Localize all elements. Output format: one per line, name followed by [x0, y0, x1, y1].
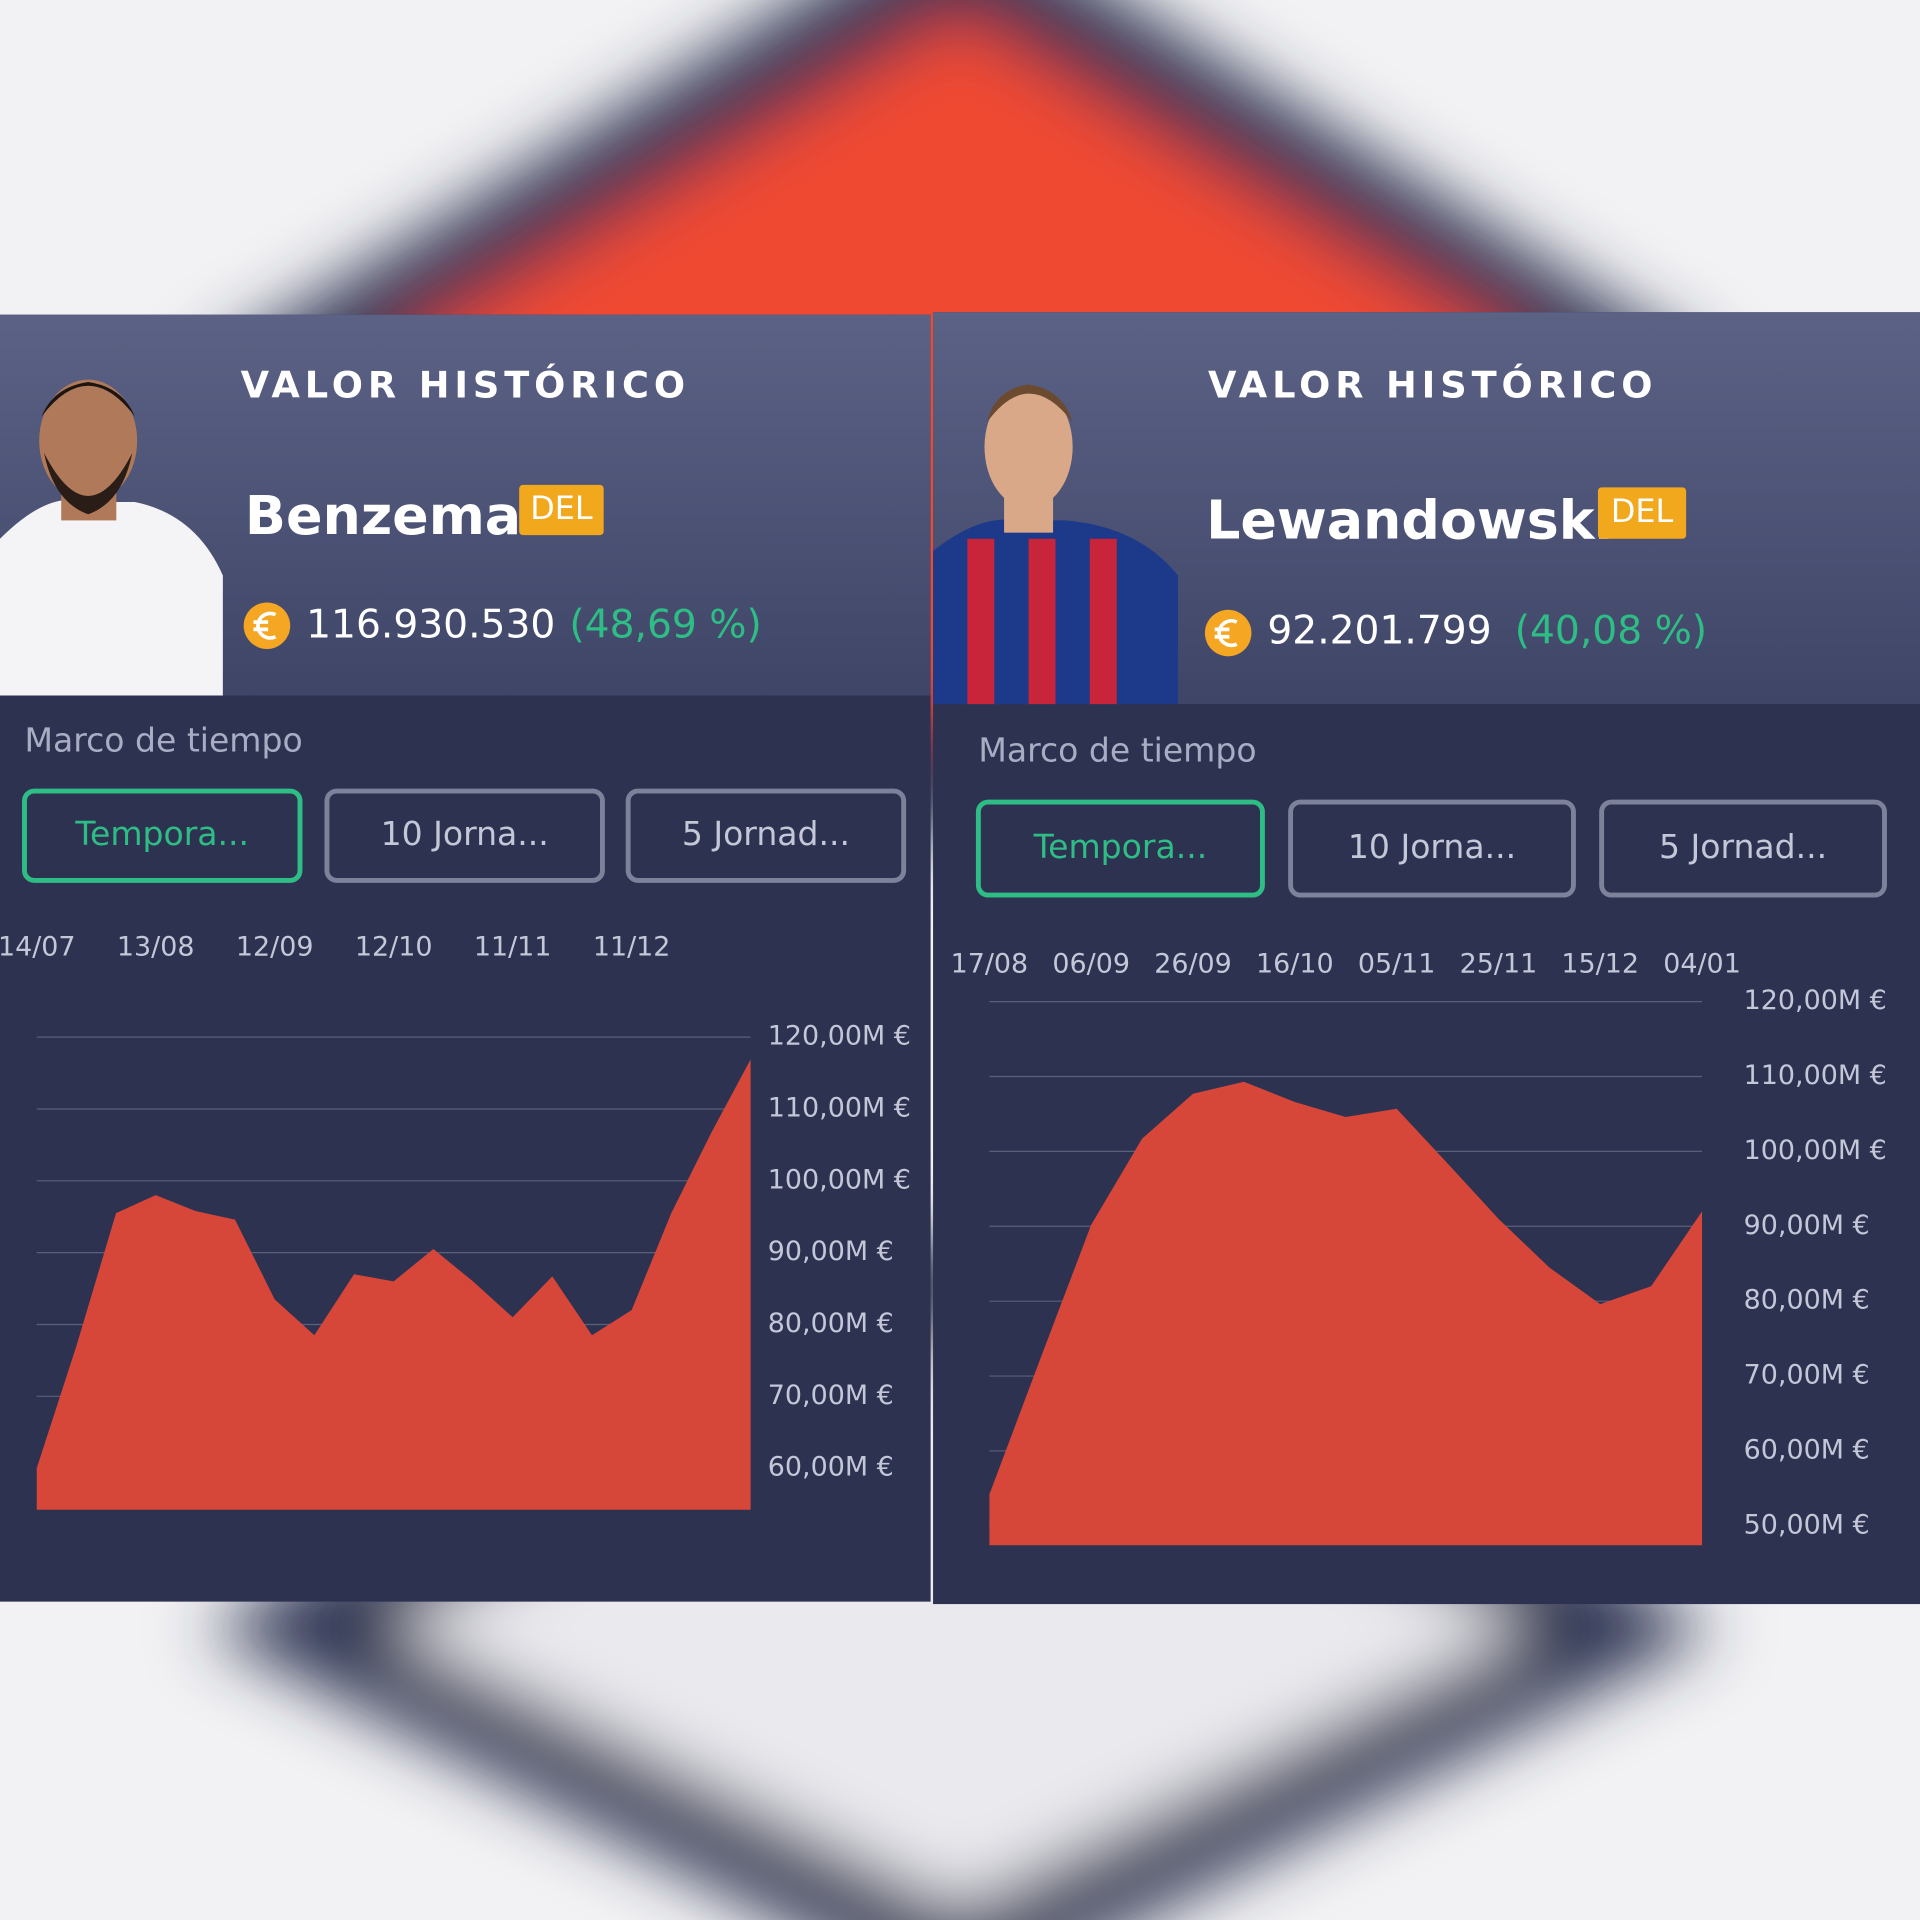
position-badge	[519, 484, 604, 536]
button-label[interactable]: Tempora...	[1033, 827, 1208, 866]
coin-euro	[253, 611, 277, 640]
y-tick-label: 100,00M €	[1744, 1135, 1887, 1166]
timeframe-button[interactable]: 5 Jornad...	[1599, 799, 1887, 898]
coin-icon	[243, 602, 291, 649]
button-label[interactable]: Tempora...	[74, 814, 249, 853]
button-label[interactable]: 5 Jornad...	[682, 814, 850, 853]
button-frame	[22, 788, 303, 883]
value-area	[36, 1059, 751, 1510]
y-tick-label: 90,00M €	[1744, 1210, 1870, 1241]
button-label[interactable]: 10 Jorna...	[1348, 827, 1516, 866]
position: DEL	[530, 489, 593, 527]
x-tick-label: 15/12	[1561, 948, 1639, 979]
x-tick-label: 16/10	[1256, 948, 1334, 979]
y-tick-label: 60,00M €	[768, 1452, 894, 1483]
button-label[interactable]: 10 Jorna...	[381, 814, 549, 853]
coin-euro	[1214, 618, 1238, 648]
y-tick-label: 80,00M €	[1744, 1285, 1870, 1316]
timeframe-button[interactable]: Tempora...	[22, 788, 303, 883]
value-area	[989, 1081, 1703, 1546]
market-value: 92.201.799	[1267, 609, 1491, 654]
timeframe-button[interactable]: Tempora...	[975, 799, 1265, 898]
x-tick-label: 04/01	[1663, 948, 1741, 979]
timeframe-label: Marco de tiempo	[24, 721, 302, 760]
player-photo	[933, 384, 1178, 705]
section-title: VALOR HISTÓRICO	[241, 362, 690, 406]
market-value: 116.930.530	[306, 602, 555, 647]
player-photo	[0, 379, 223, 696]
x-tick-label: 25/11	[1460, 948, 1538, 979]
y-tick-label: 80,00M €	[768, 1308, 894, 1339]
position: DEL	[1611, 492, 1674, 530]
player-name: Benzema	[245, 484, 521, 547]
y-tick-label: 70,00M €	[768, 1380, 894, 1411]
button-label[interactable]: 5 Jornad...	[1659, 827, 1827, 866]
x-tick-label: 12/10	[355, 931, 433, 962]
x-tick-label: 26/09	[1154, 948, 1232, 979]
y-tick-label: 90,00M €	[768, 1236, 894, 1267]
button-frame	[1288, 799, 1576, 898]
y-tick-label: 120,00M €	[1744, 985, 1887, 1016]
x-tick-label: 11/12	[593, 931, 671, 962]
section-title: VALOR HISTÓRICO	[1208, 362, 1657, 406]
button-frame	[1599, 799, 1887, 898]
timeframe-button[interactable]: 10 Jorna...	[1288, 799, 1576, 898]
timeframe-button[interactable]: 10 Jorna...	[324, 788, 605, 883]
coin-icon	[1204, 609, 1252, 657]
x-tick-label: 11/11	[474, 931, 552, 962]
position-badge	[1597, 487, 1687, 539]
player-name: Lewandowski	[1206, 489, 1613, 552]
x-tick-label: 14/07	[0, 931, 76, 962]
timeframe-label: Marco de tiempo	[978, 730, 1256, 769]
y-tick-label: 120,00M €	[768, 1021, 911, 1052]
y-tick-label: 70,00M €	[1744, 1360, 1870, 1391]
y-tick-label: 60,00M €	[1744, 1434, 1870, 1465]
y-tick-label: 50,00M €	[1744, 1509, 1870, 1540]
x-tick-label: 17/08	[951, 948, 1029, 979]
button-frame	[625, 788, 907, 883]
value-change: (40,08 %)	[1515, 609, 1707, 654]
y-tick-label: 110,00M €	[1744, 1060, 1887, 1091]
button-frame	[324, 788, 605, 883]
y-tick-label: 100,00M €	[768, 1164, 911, 1195]
timeframe-button[interactable]: 5 Jornad...	[625, 788, 907, 883]
value-change: (48,69 %)	[569, 602, 761, 647]
x-tick-label: 12/09	[236, 931, 314, 962]
x-tick-label: 13/08	[117, 931, 195, 962]
y-tick-label: 110,00M €	[768, 1092, 911, 1123]
x-tick-label: 05/11	[1358, 948, 1436, 979]
x-tick-label: 06/09	[1052, 948, 1130, 979]
button-frame	[975, 799, 1265, 898]
